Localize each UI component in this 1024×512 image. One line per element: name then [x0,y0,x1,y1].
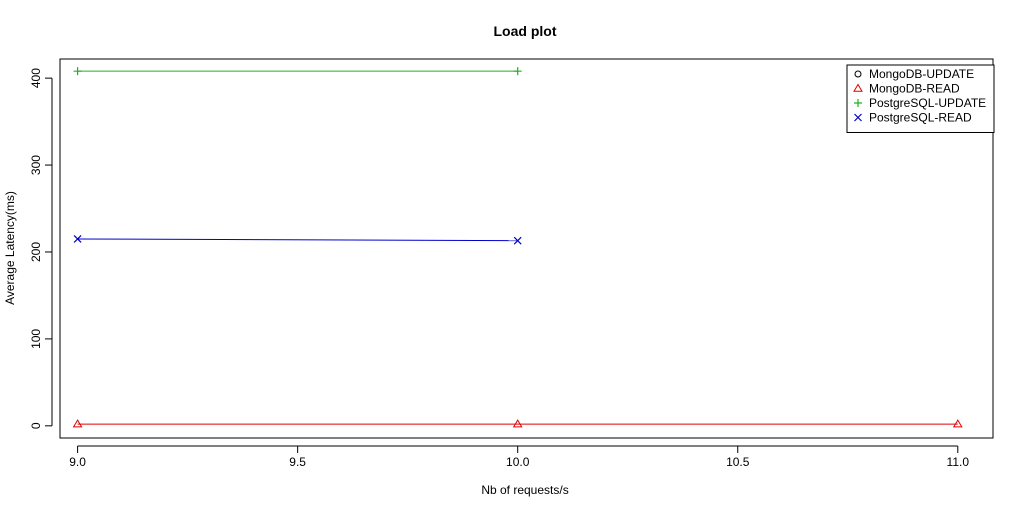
data-point-mongodb-read [512,419,523,428]
legend-label: PostgreSQL-READ [869,111,972,125]
chart-title: Load plot [494,23,557,39]
y-axis: 0 100 200 300 400 [29,68,53,429]
y-tick-label: 400 [29,68,43,88]
data-point-postgresql-update [73,67,82,76]
legend-label: MongoDB-READ [869,82,960,96]
data-point-postgresql-update [513,67,522,76]
legend: MongoDB-UPDATEMongoDB-READPostgreSQL-UPD… [846,64,995,133]
y-axis-title: Average Latency(ms) [3,191,17,305]
series-postgresql-update [73,67,522,76]
data-point-postgresql-read [73,235,82,243]
legend-marker [854,99,862,107]
legend-label: MongoDB-UPDATE [869,67,974,81]
x-tick-label: 11.0 [947,455,970,469]
y-tick-label: 300 [29,155,43,175]
series-postgresql-read [73,235,522,245]
series-line-postgresql-read [77,238,518,242]
x-tick-label: 9.0 [69,455,86,469]
legend-marker [854,70,862,78]
legend-label: PostgreSQL-UPDATE [869,96,986,110]
legend-box [846,64,995,133]
legend-marker [853,83,863,92]
series-mongodb-read [72,419,963,428]
x-axis-title: Nb of requests/s [481,483,568,497]
x-tick-label: 9.5 [289,455,306,469]
data-point-mongodb-read [72,419,83,428]
x-tick-label: 10.0 [506,455,530,469]
plot-frame [59,58,994,439]
series-layer [72,67,963,428]
legend-marker [854,113,862,122]
data-point-mongodb-read [952,419,963,428]
x-tick-label: 10.5 [726,455,750,469]
y-tick-label: 0 [29,422,43,429]
y-tick-label: 200 [29,242,43,262]
y-tick-label: 100 [29,329,43,349]
x-axis: 9.0 9.5 10.0 10.5 11.0 [69,445,970,469]
data-point-postgresql-read [513,236,522,245]
